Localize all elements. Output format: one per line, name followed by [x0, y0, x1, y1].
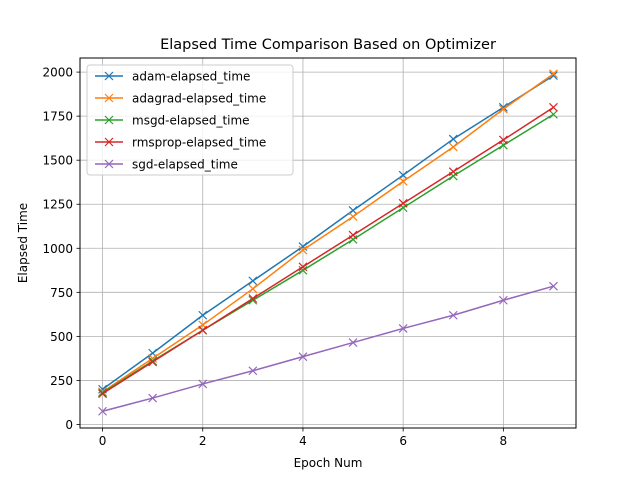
data-point-marker — [248, 284, 258, 294]
data-point-marker — [98, 406, 107, 416]
data-point-marker — [549, 71, 558, 81]
y-tick-label: 0 — [65, 418, 73, 432]
data-point-marker — [198, 325, 208, 335]
series-line-adam-elapsed_time — [102, 74, 554, 390]
data-point-marker — [298, 245, 308, 255]
legend-marker — [104, 93, 114, 103]
series-layer — [98, 69, 558, 416]
data-point-marker — [448, 310, 458, 320]
y-tick-label: 2000 — [42, 66, 73, 80]
data-point-marker — [298, 262, 308, 272]
data-point-marker — [448, 142, 458, 152]
legend-marker — [104, 115, 114, 125]
legend-marker — [104, 137, 114, 147]
data-point-marker — [348, 212, 358, 221]
data-point-marker — [248, 294, 258, 303]
data-point-marker — [348, 230, 358, 240]
data-point-marker — [248, 366, 258, 376]
legend-label: adagrad-elapsed_time — [132, 92, 266, 106]
legend-label: msgd-elapsed_time — [132, 114, 250, 128]
y-tick-label: 750 — [50, 286, 73, 300]
data-point-marker — [398, 324, 408, 333]
x-tick-label: 4 — [299, 434, 307, 448]
series-line-rmsprop-elapsed_time — [102, 106, 554, 395]
data-point-marker — [549, 281, 558, 291]
legend-box — [86, 64, 294, 176]
series-line-sgd-elapsed_time — [102, 285, 554, 412]
legend: adam-elapsed_time adagrad-elapsed_timemsg… — [86, 64, 294, 176]
plot-frame — [79, 57, 577, 429]
grid — [80, 58, 576, 428]
y-tick-label: 1000 — [42, 242, 73, 256]
data-point-marker — [248, 276, 258, 286]
data-point-marker — [148, 393, 158, 403]
data-point-marker — [398, 198, 408, 208]
y-tick-label: 1750 — [42, 110, 73, 124]
legend-label: sgd-elapsed_time — [132, 158, 238, 172]
x-tick-label: 2 — [199, 434, 207, 448]
data-point-marker — [198, 379, 208, 389]
series-line-adagrad-elapsed_time — [102, 73, 554, 393]
data-point-marker — [348, 338, 358, 347]
data-point-marker — [498, 135, 508, 145]
x-tick-label: 0 — [99, 434, 107, 448]
data-point-marker — [398, 176, 408, 186]
data-point-marker — [498, 102, 508, 112]
data-point-marker — [498, 295, 508, 305]
x-axis-label: Epoch Num — [294, 456, 363, 470]
y-tick-label: 1500 — [42, 154, 73, 168]
data-point-marker — [298, 242, 308, 251]
y-tick-label: 500 — [50, 330, 73, 344]
data-point-marker — [549, 109, 558, 119]
legend-label: rmsprop-elapsed_time — [132, 136, 266, 150]
data-point-marker — [549, 102, 558, 112]
data-point-marker — [198, 310, 208, 320]
y-tick-label: 250 — [50, 374, 73, 388]
data-point-marker — [448, 134, 458, 144]
data-point-marker — [98, 389, 107, 399]
data-point-marker — [549, 69, 558, 79]
legend-marker — [104, 71, 114, 81]
legend-marker — [104, 159, 114, 169]
data-point-marker — [298, 352, 308, 362]
x-tick-label: 6 — [399, 434, 407, 448]
y-tick-label: 1250 — [42, 198, 73, 212]
chart-title: Elapsed Time Comparison Based on Optimiz… — [160, 37, 496, 53]
x-tick-label: 8 — [500, 434, 508, 448]
data-point-marker — [148, 357, 158, 367]
y-axis-label: Elapsed Time — [16, 203, 30, 283]
legend-label: adam-elapsed_time — [132, 70, 250, 84]
data-point-marker — [448, 167, 458, 177]
ticks: 0 2 4 6 8 0 250 500 750 1000 1250 1500 1750 2000 — [42, 66, 507, 448]
data-point-marker — [498, 104, 508, 114]
